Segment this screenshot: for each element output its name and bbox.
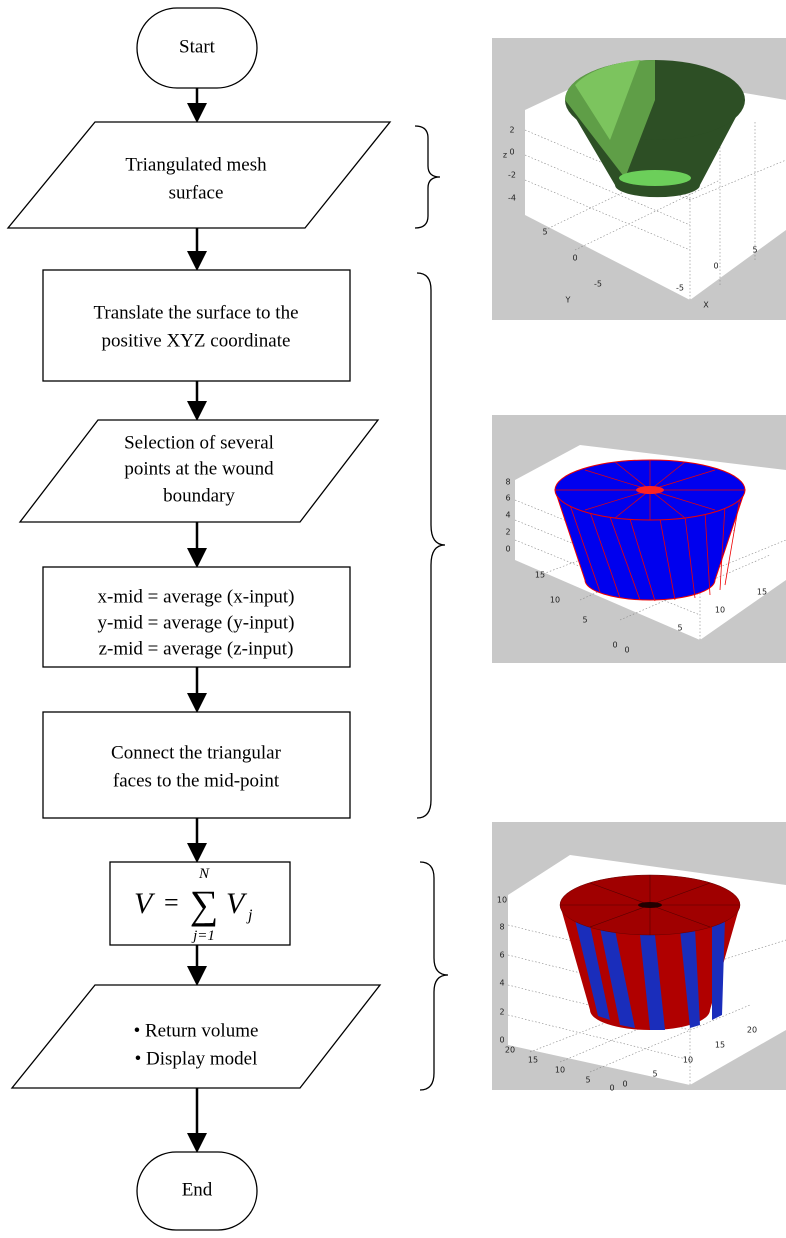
x-tick-label: 5 bbox=[652, 1070, 657, 1079]
z-tick-label: 8 bbox=[499, 923, 504, 932]
y-tick-label: 5 bbox=[582, 616, 587, 625]
z-tick-label: 0 bbox=[509, 148, 514, 157]
x-tick-label: 0 bbox=[624, 646, 629, 655]
axis-label: X bbox=[703, 301, 709, 310]
y-tick-label: 15 bbox=[535, 571, 545, 580]
input-text: Triangulated mesh bbox=[125, 154, 267, 175]
z-tick-label: 8 bbox=[505, 478, 510, 487]
z-tick-label: 6 bbox=[499, 951, 504, 960]
y-tick-label: 5 bbox=[585, 1076, 590, 1085]
flowchart-figure: Start Triangulated mesh surface Translat… bbox=[0, 0, 786, 1238]
y-tick-label: 0 bbox=[609, 1084, 614, 1093]
end-label: End bbox=[182, 1179, 213, 1200]
y-tick-label: 10 bbox=[555, 1066, 565, 1075]
brace bbox=[420, 862, 448, 1090]
y-tick-label: 0 bbox=[612, 641, 617, 650]
axis-label: Y bbox=[565, 296, 571, 305]
process-box bbox=[43, 270, 350, 381]
axis-label: z bbox=[503, 151, 507, 160]
process-text: positive XYZ coordinate bbox=[102, 330, 291, 351]
z-tick-label: 10 bbox=[497, 896, 507, 905]
plot-panel bbox=[492, 822, 786, 1090]
formula-lower: j=1 bbox=[191, 928, 215, 944]
output-text: • Display model bbox=[135, 1048, 258, 1069]
select-text: Selection of several bbox=[124, 432, 274, 453]
connect-text: Connect the triangular bbox=[111, 742, 282, 763]
midpoint-text: z-mid = average (z-input) bbox=[99, 638, 294, 659]
x-tick-label: 5 bbox=[677, 624, 682, 633]
y-tick-label: -5 bbox=[594, 280, 602, 289]
output-text: • Return volume bbox=[134, 1020, 259, 1041]
formula-eq: = bbox=[164, 888, 179, 917]
x-tick-label: 10 bbox=[683, 1056, 693, 1065]
y-tick-label: 5 bbox=[542, 228, 547, 237]
z-tick-label: 4 bbox=[499, 979, 504, 988]
x-tick-label: 0 bbox=[713, 262, 718, 271]
z-tick-label: 2 bbox=[499, 1008, 504, 1017]
z-tick-label: 2 bbox=[509, 126, 514, 135]
z-tick-label: 0 bbox=[505, 545, 510, 554]
y-tick-label: 10 bbox=[550, 596, 560, 605]
formula-upper: N bbox=[198, 866, 210, 882]
midpoint-text: x-mid = average (x-input) bbox=[98, 586, 295, 607]
plot-panel bbox=[492, 38, 786, 320]
z-tick-label: -4 bbox=[508, 194, 516, 203]
x-tick-label: 15 bbox=[757, 588, 767, 597]
input-text: surface bbox=[169, 182, 224, 203]
x-tick-label: 0 bbox=[622, 1080, 627, 1089]
x-tick-label: 15 bbox=[715, 1041, 725, 1050]
z-tick-label: 2 bbox=[505, 528, 510, 537]
process-text: Translate the surface to the bbox=[93, 302, 298, 323]
x-tick-label: 5 bbox=[752, 246, 757, 255]
start-label: Start bbox=[179, 36, 216, 57]
x-tick-label: -5 bbox=[676, 284, 684, 293]
brace bbox=[417, 273, 445, 818]
z-tick-label: -2 bbox=[508, 171, 516, 180]
y-tick-label: 15 bbox=[528, 1056, 538, 1065]
plot-panel bbox=[492, 415, 786, 663]
brace bbox=[415, 126, 440, 228]
midpoint-text: y-mid = average (y-input) bbox=[98, 612, 295, 633]
select-text: points at the wound bbox=[124, 458, 274, 479]
process-box bbox=[43, 712, 350, 818]
x-tick-label: 20 bbox=[747, 1026, 757, 1035]
y-tick-label: 20 bbox=[505, 1046, 515, 1055]
z-tick-label: 6 bbox=[505, 494, 510, 503]
z-tick-label: 4 bbox=[505, 511, 510, 520]
connect-text: faces to the mid-point bbox=[113, 770, 280, 791]
z-tick-label: 0 bbox=[499, 1036, 504, 1045]
x-tick-label: 10 bbox=[715, 606, 725, 615]
formula-sub: j bbox=[246, 907, 253, 924]
y-tick-label: 0 bbox=[572, 254, 577, 263]
select-text: boundary bbox=[163, 485, 235, 506]
formula-sum: ∑ bbox=[190, 882, 219, 927]
